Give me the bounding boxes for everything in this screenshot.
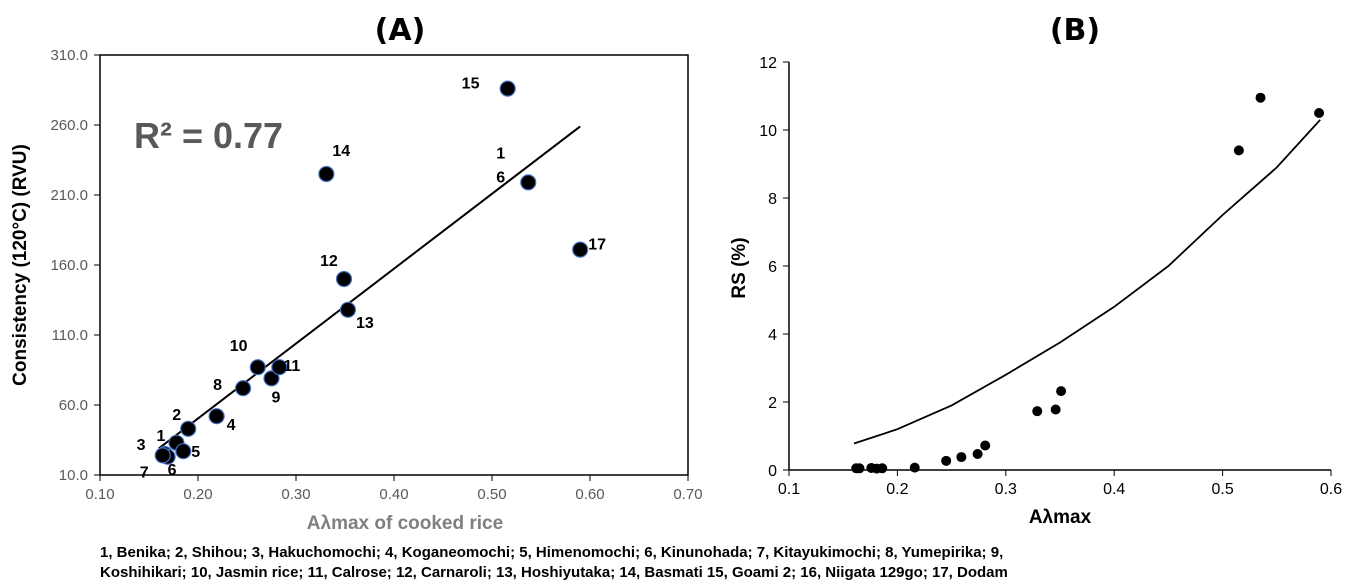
- legend-line: 1, Benika; 2, Shihou; 3, Hakuchomochi; 4…: [100, 544, 1004, 561]
- chart-a-point-label: 5: [191, 444, 200, 461]
- chart-a-point-label: 2: [172, 407, 181, 424]
- chart-a-x-tick-label: 0.40: [379, 486, 408, 503]
- chart-a-trendline: [158, 125, 581, 450]
- chart-a-y-tick-label: 310.0: [50, 47, 88, 64]
- chart-a-point: [271, 359, 288, 376]
- chart-a-point-label: 9: [272, 389, 281, 406]
- chart-b-point: [909, 462, 920, 473]
- chart-a-point-label: 14: [332, 143, 350, 160]
- chart-b-point: [1314, 108, 1325, 118]
- chart-b-point: [1050, 404, 1061, 415]
- chart-b-y-tick-label: 12: [759, 55, 777, 72]
- chart-a-point-label: 6: [168, 462, 177, 479]
- chart-a: (A) 10.0 60.0 110.0 160.0 210.0 260.0 310.0 0.…: [10, 13, 703, 534]
- legend-line: Koshihikari; 10, Jasmin rice; 11, Calros…: [100, 564, 1008, 581]
- variety-legend: 1, Benika; 2, Shihou; 3, Hakuchomochi; 4…: [100, 543, 1250, 583]
- chart-b-x-tick-label: 0.3: [995, 481, 1017, 498]
- chart-b-point: [980, 440, 991, 451]
- chart-a-point-label: 15: [462, 76, 480, 93]
- chart-a-point-label: 12: [320, 253, 338, 270]
- chart-a-point-label: 7: [140, 464, 149, 481]
- chart-b-y-tick-label: 4: [768, 327, 777, 344]
- chart-a-x-tick-label: 0.20: [183, 486, 212, 503]
- chart-a-point: [318, 165, 335, 183]
- chart-a-point: [520, 174, 537, 191]
- chart-a-point: [339, 301, 357, 318]
- chart-a-point: [572, 241, 589, 258]
- chart-a-point: [263, 370, 280, 387]
- chart-a-y-tick-label: 210.0: [50, 187, 88, 204]
- chart-a-r2-annotation: R² = 0.77: [134, 115, 283, 156]
- chart-b-point: [854, 463, 865, 474]
- chart-b-x-tick-label: 0.5: [1211, 481, 1233, 498]
- chart-b-x-axis-label: Aλmax: [1029, 507, 1092, 528]
- chart-a-points: [154, 80, 589, 465]
- chart-a-point-label: 3: [137, 437, 146, 454]
- chart-b-y-tick-label: 6: [768, 259, 777, 276]
- chart-b-y-axis: 0 2 4 6 8 10 12: [759, 55, 789, 480]
- chart-a-x-tick-label: 0.10: [85, 486, 114, 503]
- chart-a-point-label: 1: [496, 145, 505, 162]
- chart-a-y-tick-label: 10.0: [59, 467, 88, 484]
- chart-b-trend-curve: [853, 119, 1321, 445]
- chart-a-x-axis: 0.10 0.20 0.30 0.40 0.50 0.60 0.70: [85, 475, 703, 503]
- chart-a-point-label: 13: [356, 315, 374, 332]
- chart-a-x-tick-label: 0.50: [477, 486, 506, 503]
- chart-b-x-tick-label: 0.4: [1103, 481, 1125, 498]
- chart-b-x-axis: 0.1 0.2 0.3 0.4 0.5 0.6: [778, 470, 1342, 498]
- chart-b-x-tick-label: 0.1: [778, 481, 800, 498]
- chart-b-point: [1056, 386, 1067, 397]
- chart-a-point-label: 8: [213, 377, 222, 394]
- chart-a-point: [180, 420, 197, 437]
- chart-a-point: [234, 380, 252, 397]
- chart-a-x-axis-label: Aλmax of cooked rice: [307, 513, 503, 534]
- chart-a-y-axis: 10.0 60.0 110.0 160.0 210.0 260.0 310.0: [50, 47, 100, 484]
- chart-a-point: [499, 80, 516, 97]
- chart-b-y-tick-label: 2: [768, 395, 777, 412]
- chart-b-y-axis-label: RS (%): [729, 237, 750, 298]
- chart-a-point-label: 11: [283, 358, 300, 375]
- chart-a-point: [154, 447, 171, 464]
- chart-b-point: [956, 452, 967, 463]
- chart-b-y-tick-label: 0: [768, 463, 777, 480]
- chart-a-point-label: 6: [496, 169, 505, 186]
- chart-a-y-tick-label: 260.0: [50, 117, 88, 134]
- chart-a-point-label: 4: [227, 417, 236, 434]
- chart-a-y-tick-label: 60.0: [59, 397, 88, 414]
- chart-a-point-label: 17: [588, 237, 606, 254]
- chart-a-point: [208, 408, 225, 425]
- chart-b-points: [851, 92, 1325, 474]
- chart-a-title: (A): [375, 13, 426, 48]
- chart-b-point: [1032, 406, 1043, 417]
- chart-b-point: [941, 455, 952, 466]
- chart-a-point: [335, 270, 353, 288]
- chart-b-point: [1255, 92, 1266, 103]
- chart-b-point: [1233, 145, 1244, 156]
- chart-a-x-tick-label: 0.70: [673, 486, 702, 503]
- chart-a-point-label: 1: [156, 428, 165, 445]
- chart-b-y-tick-label: 8: [768, 191, 777, 208]
- chart-a-y-axis-label: Consistency (120°C) (RVU): [10, 144, 31, 386]
- chart-b-y-tick-label: 10: [759, 123, 777, 140]
- chart-a-point: [249, 359, 266, 376]
- chart-b-x-tick-label: 0.6: [1320, 481, 1342, 498]
- chart-a-point-label: 10: [230, 338, 248, 355]
- chart-b-point: [972, 449, 983, 460]
- chart-b-title: (B): [1050, 13, 1100, 48]
- chart-a-y-tick-label: 160.0: [50, 257, 88, 274]
- chart-a-y-tick-label: 110.0: [52, 327, 88, 344]
- chart-b-x-tick-label: 0.2: [886, 481, 908, 498]
- chart-a-x-tick-label: 0.30: [281, 486, 310, 503]
- chart-a-point: [175, 443, 192, 460]
- chart-a-x-tick-label: 0.60: [575, 486, 604, 503]
- chart-b-point: [877, 463, 888, 474]
